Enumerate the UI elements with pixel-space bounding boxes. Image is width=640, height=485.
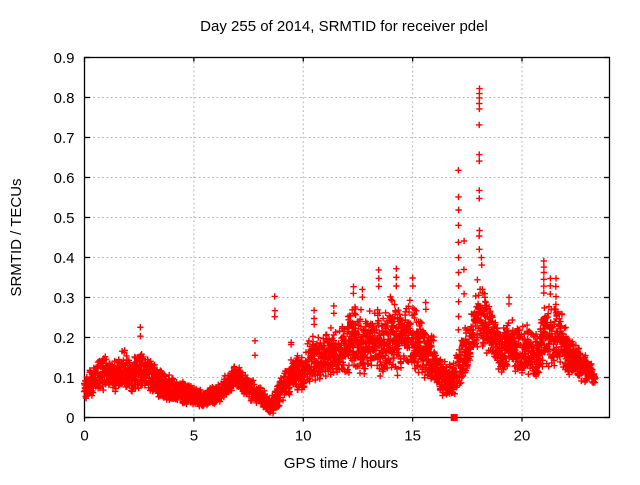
- y-tick-label: 0.9: [54, 50, 75, 67]
- plot-border: [83, 56, 611, 419]
- x-tick-label: 15: [404, 428, 421, 445]
- y-tick-label: 0.7: [54, 130, 75, 147]
- y-tick-label: 0.6: [54, 170, 75, 187]
- x-tick-label: 10: [295, 428, 312, 445]
- chart-title: Day 255 of 2014, SRMTID for receiver pde…: [200, 18, 488, 35]
- x-tick-label: 20: [514, 428, 531, 445]
- x-tick-label: 5: [190, 428, 198, 445]
- y-tick-label: 0: [66, 410, 74, 427]
- y-tick-label: 0.1: [54, 370, 75, 387]
- flagged-square-marker: [450, 414, 458, 421]
- scatter-points: [80, 85, 599, 417]
- tick-labels: 0 5 10 15 20 0 0.1 0.2 0.3 0.4 0.5 0.6 0.7 0.8 0.9: [54, 50, 531, 445]
- y-tick-label: 0.4: [54, 250, 75, 267]
- y-tick-label: 0.5: [54, 210, 75, 227]
- x-tick-label: 0: [80, 428, 88, 445]
- x-axis-label: GPS time / hours: [284, 455, 398, 472]
- y-tick-label: 0.2: [54, 330, 75, 347]
- y-axis-label: SRMTID / TECUs: [8, 178, 25, 296]
- y-tick-label: 0.8: [54, 90, 75, 107]
- y-tick-label: 0.3: [54, 290, 75, 307]
